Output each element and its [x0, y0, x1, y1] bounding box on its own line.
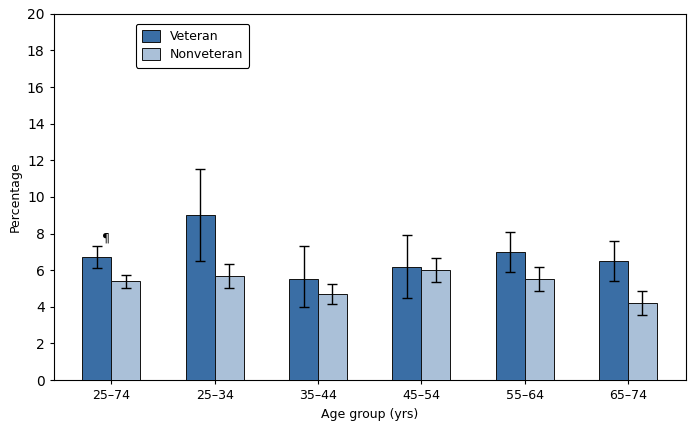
X-axis label: Age group (yrs): Age group (yrs)	[321, 408, 418, 421]
Y-axis label: Percentage: Percentage	[8, 162, 22, 232]
Bar	[628, 303, 657, 380]
Text: ¶: ¶	[102, 232, 110, 245]
Bar	[392, 266, 421, 380]
Bar	[289, 279, 318, 380]
Bar	[318, 294, 347, 380]
Bar	[214, 276, 244, 380]
Bar	[186, 215, 214, 380]
Bar	[496, 252, 525, 380]
Bar	[525, 279, 554, 380]
Bar	[421, 270, 450, 380]
Bar	[111, 281, 140, 380]
Legend: Veteran, Nonveteran: Veteran, Nonveteran	[136, 24, 249, 68]
Bar	[599, 261, 628, 380]
Bar	[83, 257, 111, 380]
